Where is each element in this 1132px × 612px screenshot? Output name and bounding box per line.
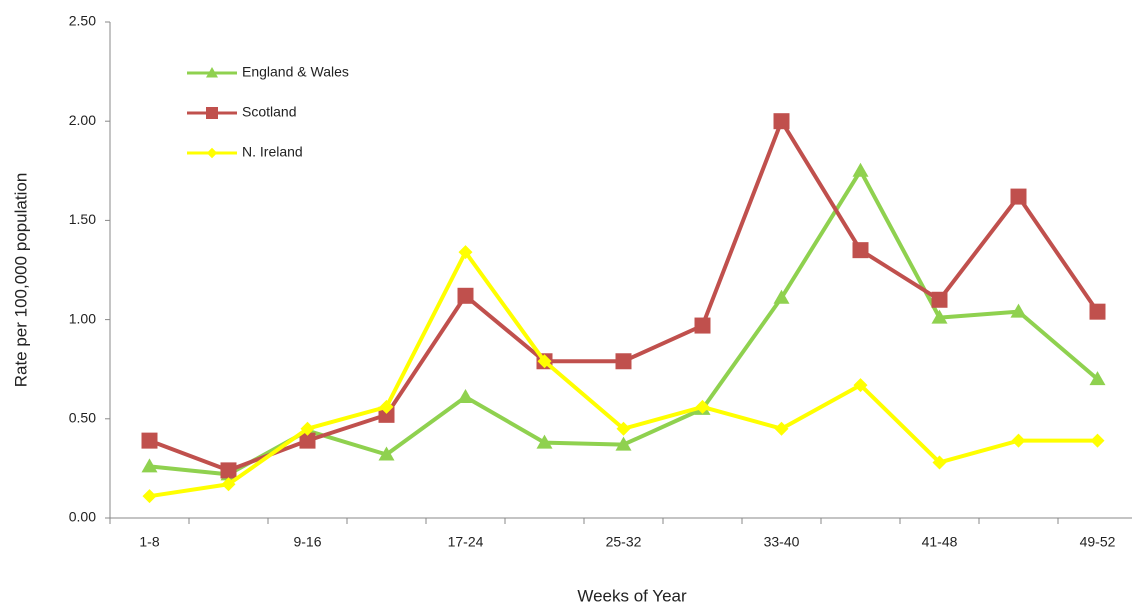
x-tick-label: 33-40 — [764, 534, 800, 550]
data-point — [221, 477, 236, 492]
data-point — [378, 406, 395, 423]
legend-label: England & Wales — [242, 64, 349, 80]
x-tick-label: 17-24 — [448, 534, 484, 550]
x-tick-label: 1-8 — [139, 534, 159, 550]
data-point — [141, 432, 158, 449]
data-point — [1089, 303, 1106, 320]
data-point — [220, 462, 237, 479]
data-point — [853, 378, 868, 393]
y-tick-label: 0.50 — [69, 410, 96, 426]
x-tick-label: 25-32 — [606, 534, 642, 550]
data-point — [695, 399, 710, 414]
data-point — [300, 421, 315, 436]
data-point — [457, 388, 474, 403]
data-point — [1011, 433, 1026, 448]
data-point — [536, 434, 553, 449]
legend-marker — [206, 67, 218, 78]
data-point — [1089, 371, 1106, 386]
x-tick-label: 41-48 — [922, 534, 958, 550]
legend-label: Scotland — [242, 104, 296, 120]
data-point — [932, 455, 947, 470]
data-point — [457, 287, 474, 304]
data-point — [458, 245, 473, 260]
data-point — [141, 458, 158, 473]
data-point — [299, 432, 316, 449]
series-line — [148, 119, 1100, 473]
y-tick-label: 1.00 — [69, 310, 96, 326]
data-point — [773, 289, 790, 304]
x-tick-label: 49-52 — [1080, 534, 1116, 550]
data-point — [616, 421, 631, 436]
data-point — [774, 421, 789, 436]
data-point — [931, 309, 948, 324]
data-point — [379, 399, 394, 414]
legend-marker — [206, 107, 218, 119]
y-tick-label: 1.50 — [69, 211, 96, 227]
y-tick-label: 0.00 — [69, 509, 96, 525]
data-point — [1090, 433, 1105, 448]
data-point — [537, 354, 552, 369]
data-point — [773, 113, 790, 130]
x-axis-label: Weeks of Year — [577, 586, 687, 605]
series-line — [149, 250, 1098, 499]
data-point — [931, 291, 948, 308]
legend-label: N. Ireland — [242, 144, 303, 160]
x-tick-label: 9-16 — [293, 534, 321, 550]
data-point — [142, 489, 157, 504]
legend-marker — [206, 147, 218, 159]
data-point — [694, 317, 711, 334]
y-tick-label: 2.50 — [69, 13, 96, 29]
data-point — [1010, 303, 1027, 318]
data-point — [852, 162, 869, 177]
data-point — [378, 446, 395, 461]
y-tick-label: 2.00 — [69, 112, 96, 128]
data-point — [852, 242, 869, 259]
y-axis-label: Rate per 100,000 population — [11, 173, 30, 388]
data-point — [615, 353, 632, 370]
data-point — [615, 436, 632, 451]
data-point — [1010, 188, 1027, 205]
